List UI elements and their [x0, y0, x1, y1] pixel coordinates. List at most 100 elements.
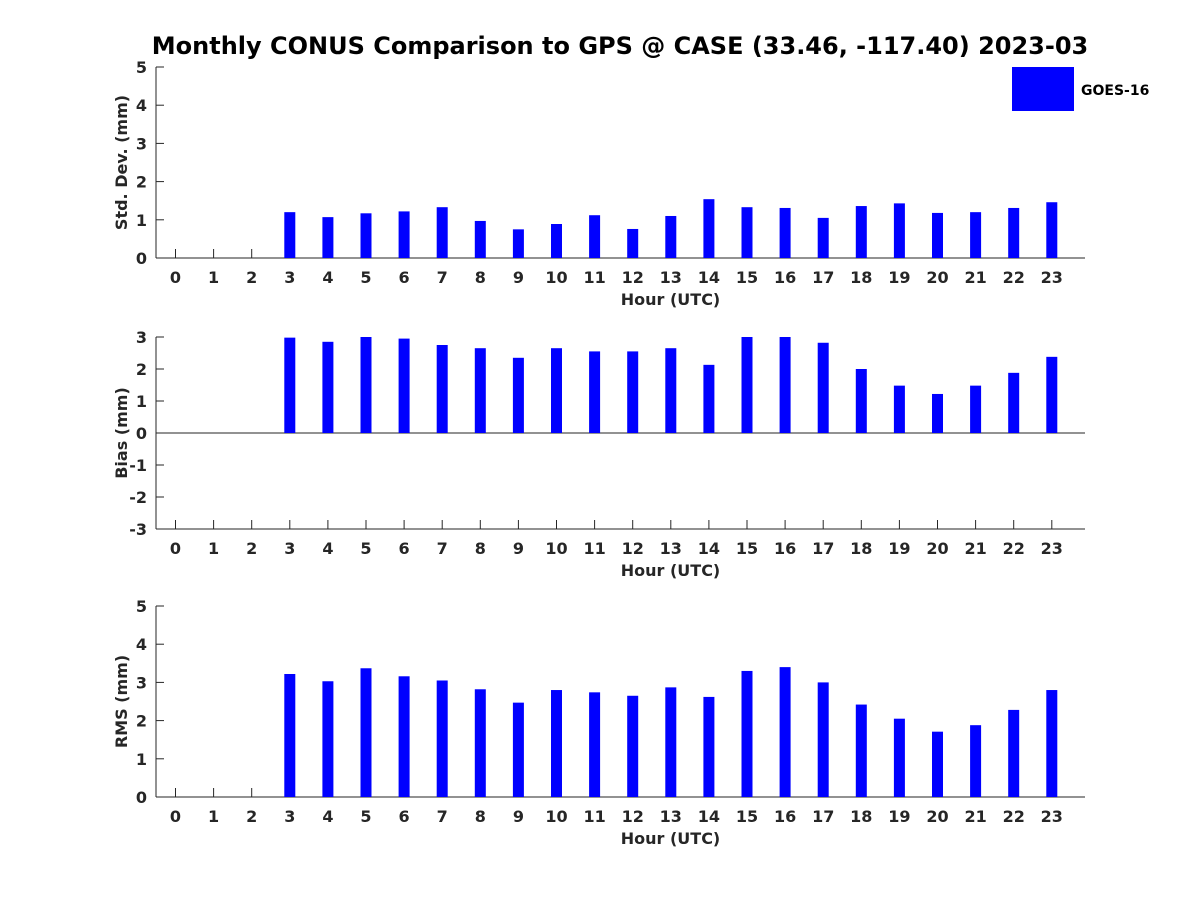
- bar: [436, 680, 448, 797]
- bar: [474, 689, 486, 797]
- y-tick-label: -1: [129, 456, 147, 475]
- x-tick-label: 13: [660, 268, 682, 287]
- x-tick-label: 17: [812, 539, 834, 558]
- y-tick-label: 2: [136, 173, 147, 192]
- bar: [627, 351, 639, 433]
- bar: [1008, 709, 1020, 797]
- x-tick-label: 21: [964, 807, 986, 826]
- x-tick-label: 18: [850, 539, 872, 558]
- x-tick-label: 10: [545, 539, 567, 558]
- x-tick-label: 11: [583, 539, 605, 558]
- bar: [779, 667, 791, 797]
- y-tick-label: 0: [136, 424, 147, 443]
- bar: [970, 385, 982, 433]
- bar: [817, 217, 829, 258]
- bar: [322, 681, 334, 797]
- x-tick-label: 6: [399, 268, 410, 287]
- x-tick-label: 20: [926, 268, 948, 287]
- y-tick-label: 5: [136, 58, 147, 77]
- y-tick-label: 2: [136, 360, 147, 379]
- bar: [817, 342, 829, 433]
- x-tick-label: 15: [736, 807, 758, 826]
- bar: [627, 228, 639, 258]
- x-tick-label: 1: [208, 539, 219, 558]
- y-tick-label: 1: [136, 392, 147, 411]
- x-tick-label: 7: [437, 268, 448, 287]
- x-tick-label: 0: [170, 268, 181, 287]
- bar: [665, 348, 677, 433]
- bar: [627, 695, 639, 797]
- x-axis-label: Hour (UTC): [621, 290, 721, 309]
- bar: [1046, 202, 1058, 258]
- x-tick-label: 0: [170, 807, 181, 826]
- bar: [1008, 372, 1020, 433]
- x-tick-label: 8: [475, 807, 486, 826]
- y-axis-label: RMS (mm): [112, 655, 131, 748]
- y-axis-label: Std. Dev. (mm): [112, 95, 131, 230]
- bar: [436, 345, 448, 433]
- y-tick-label: 3: [136, 134, 147, 153]
- bar: [741, 670, 753, 797]
- x-tick-label: 17: [812, 268, 834, 287]
- bar: [1046, 356, 1058, 433]
- x-tick-label: 3: [284, 268, 295, 287]
- x-tick-label: 23: [1041, 807, 1063, 826]
- x-tick-label: 19: [888, 268, 910, 287]
- x-tick-label: 3: [284, 539, 295, 558]
- bar: [322, 217, 334, 258]
- bar: [474, 220, 486, 258]
- y-tick-label: -2: [129, 488, 147, 507]
- x-tick-label: 23: [1041, 268, 1063, 287]
- x-tick-label: 10: [545, 807, 567, 826]
- bar: [855, 206, 867, 258]
- bar: [1046, 690, 1058, 797]
- x-tick-label: 16: [774, 268, 796, 287]
- x-tick-label: 15: [736, 539, 758, 558]
- bar: [741, 337, 753, 433]
- y-tick-label: 2: [136, 712, 147, 731]
- bar: [474, 348, 486, 433]
- y-tick-label: 5: [136, 597, 147, 616]
- x-tick-label: 22: [1003, 807, 1025, 826]
- x-tick-label: 11: [583, 807, 605, 826]
- y-tick-label: 4: [136, 96, 147, 115]
- bar: [360, 337, 372, 433]
- x-tick-label: 7: [437, 539, 448, 558]
- y-tick-label: 1: [136, 750, 147, 769]
- bar: [893, 385, 905, 433]
- x-tick-label: 1: [208, 807, 219, 826]
- legend-swatch: [1012, 67, 1074, 111]
- x-tick-label: 18: [850, 268, 872, 287]
- bar: [322, 341, 334, 433]
- bar: [551, 224, 562, 258]
- x-tick-label: 16: [774, 539, 796, 558]
- x-tick-label: 8: [475, 539, 486, 558]
- x-tick-label: 12: [622, 539, 644, 558]
- bar: [741, 207, 753, 258]
- x-tick-label: 20: [926, 539, 948, 558]
- x-tick-label: 12: [622, 807, 644, 826]
- y-tick-label: -3: [129, 520, 147, 539]
- x-tick-label: 8: [475, 268, 486, 287]
- x-tick-label: 14: [698, 539, 720, 558]
- bar: [284, 212, 296, 258]
- x-tick-label: 9: [513, 807, 524, 826]
- bar: [551, 348, 562, 433]
- bar: [893, 718, 905, 797]
- x-tick-label: 21: [964, 268, 986, 287]
- x-tick-label: 21: [964, 539, 986, 558]
- bar: [970, 725, 982, 797]
- x-tick-label: 4: [322, 539, 333, 558]
- bar: [589, 351, 601, 433]
- bar: [360, 668, 372, 797]
- x-tick-label: 20: [926, 807, 948, 826]
- x-tick-label: 11: [583, 268, 605, 287]
- y-tick-label: 4: [136, 635, 147, 654]
- bar: [932, 212, 943, 258]
- bar: [817, 682, 829, 797]
- x-tick-label: 6: [399, 807, 410, 826]
